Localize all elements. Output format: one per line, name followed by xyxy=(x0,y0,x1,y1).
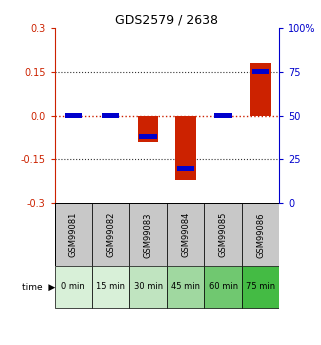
Bar xyxy=(204,266,242,308)
Bar xyxy=(92,204,129,266)
Bar xyxy=(204,204,242,266)
Bar xyxy=(177,166,195,171)
Bar xyxy=(55,204,92,266)
Text: 60 min: 60 min xyxy=(209,283,238,292)
Text: 30 min: 30 min xyxy=(134,283,163,292)
Bar xyxy=(242,266,279,308)
Bar xyxy=(129,266,167,308)
Bar xyxy=(65,113,82,118)
Title: GDS2579 / 2638: GDS2579 / 2638 xyxy=(116,13,218,27)
Bar xyxy=(250,63,271,116)
Text: GSM99081: GSM99081 xyxy=(69,212,78,257)
Text: 0 min: 0 min xyxy=(61,283,85,292)
Bar xyxy=(139,134,157,139)
Bar xyxy=(252,69,269,74)
Text: GSM99082: GSM99082 xyxy=(106,212,115,257)
Bar xyxy=(102,113,119,118)
Text: 75 min: 75 min xyxy=(246,283,275,292)
Bar xyxy=(129,204,167,266)
Bar xyxy=(242,204,279,266)
Bar xyxy=(92,266,129,308)
Bar xyxy=(167,266,204,308)
Text: 45 min: 45 min xyxy=(171,283,200,292)
Text: GSM99086: GSM99086 xyxy=(256,212,265,258)
Bar xyxy=(138,116,159,142)
Bar xyxy=(167,204,204,266)
Text: 15 min: 15 min xyxy=(96,283,125,292)
Text: time  ▶: time ▶ xyxy=(22,283,55,292)
Bar xyxy=(55,266,92,308)
Text: GSM99085: GSM99085 xyxy=(219,212,228,257)
Bar xyxy=(214,113,232,118)
Bar xyxy=(175,116,196,180)
Text: GSM99083: GSM99083 xyxy=(144,212,153,258)
Text: GSM99084: GSM99084 xyxy=(181,212,190,257)
